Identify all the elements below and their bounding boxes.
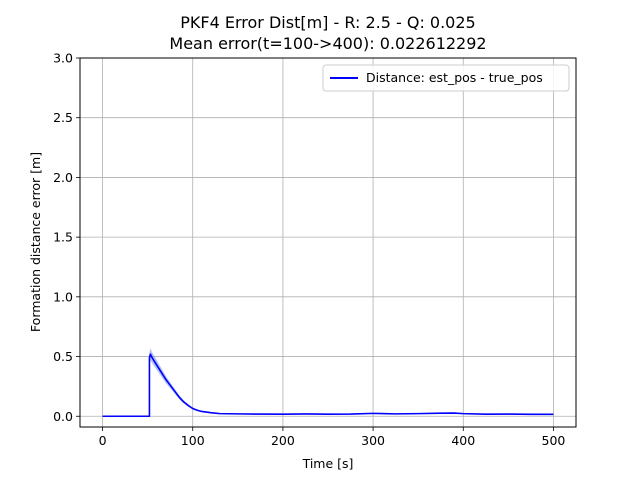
legend-label: Distance: est_pos - true_pos xyxy=(366,70,543,85)
y-tick-label: 2.0 xyxy=(53,170,73,185)
series-layer xyxy=(102,348,554,418)
y-tick-label: 0.5 xyxy=(53,349,73,364)
chart-title: PKF4 Error Dist[m] - R: 2.5 - Q: 0.025 xyxy=(180,13,475,32)
y-tick-label: 0.0 xyxy=(53,409,73,424)
legend-box xyxy=(322,64,570,92)
y-tick-label: 1.0 xyxy=(53,289,73,304)
x-tick-label: 500 xyxy=(542,433,566,448)
legend: Distance: est_pos - true_pos xyxy=(322,64,570,92)
y-tick-label: 1.5 xyxy=(53,230,73,245)
x-tick-label: 100 xyxy=(181,433,205,448)
y-axis-label: Formation distance error [m] xyxy=(28,152,43,332)
x-axis-label: Time [s] xyxy=(302,456,354,471)
x-tick-label: 0 xyxy=(99,433,107,448)
ticks-layer: 0 100 200 300 400 500 0.0 0.5 1.0 1.5 2.0 2.5 3.0 xyxy=(53,51,565,449)
x-tick-label: 300 xyxy=(361,433,385,448)
x-tick-label: 400 xyxy=(451,433,475,448)
series-confidence-band xyxy=(102,348,554,417)
x-tick-label: 200 xyxy=(271,433,295,448)
series-line xyxy=(102,353,554,418)
plot-frame xyxy=(79,57,577,428)
chart-subtitle: Mean error(t=100->400): 0.022612292 xyxy=(169,34,486,53)
grid-layer xyxy=(80,57,576,427)
y-tick-label: 2.5 xyxy=(53,110,73,125)
y-tick-label: 3.0 xyxy=(53,51,73,66)
